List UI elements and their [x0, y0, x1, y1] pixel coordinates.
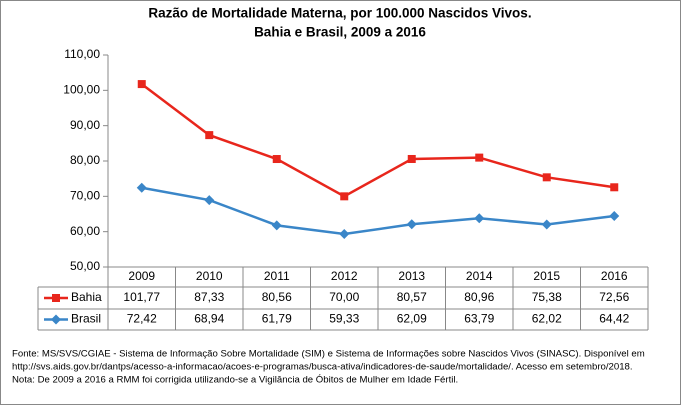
table-value: 75,38	[532, 290, 562, 304]
marker	[407, 154, 416, 163]
marker	[136, 182, 147, 193]
table-value: 59,33	[329, 312, 359, 326]
x-tick-label: 2013	[398, 269, 425, 283]
x-tick-label: 2009	[128, 269, 155, 283]
table-value: 87,33	[194, 290, 224, 304]
x-tick-label: 2016	[601, 269, 628, 283]
x-tick-label: 2014	[466, 269, 493, 283]
marker	[272, 155, 281, 164]
table-value: 80,96	[464, 290, 494, 304]
y-tick-label: 60,00	[70, 224, 100, 238]
marker	[204, 195, 215, 206]
table-value: 61,79	[262, 312, 292, 326]
table-value: 64,42	[599, 312, 629, 326]
marker	[340, 192, 349, 201]
table-value: 70,00	[329, 290, 359, 304]
y-tick-label: 50,00	[70, 259, 100, 273]
marker	[137, 80, 146, 89]
marker	[271, 220, 282, 231]
x-tick-label: 2015	[533, 269, 560, 283]
marker	[475, 153, 484, 162]
x-tick-label: 2011	[264, 269, 290, 283]
marker	[610, 183, 619, 192]
series-line	[140, 83, 615, 198]
source-note: Nota: De 2009 a 2016 a RMM foi corrigida…	[12, 375, 458, 386]
marker	[205, 131, 214, 140]
marker	[609, 211, 620, 222]
table-value: 68,94	[194, 312, 224, 326]
legend-marker	[51, 314, 61, 325]
table-value: 72,42	[127, 312, 157, 326]
table-value: 62,09	[397, 312, 427, 326]
y-tick-label: 80,00	[70, 153, 100, 167]
y-tick-label: 70,00	[70, 189, 100, 203]
x-tick-label: 2012	[331, 269, 358, 283]
chart-subtitle: Bahia e Brasil, 2009 a 2016	[254, 25, 426, 40]
x-tick-label: 2010	[196, 269, 223, 283]
table-value: 80,57	[397, 290, 427, 304]
source-note: Fonte: MS/SVS/CGIAE - Sistema de Informa…	[12, 349, 645, 360]
table-value: 72,56	[599, 290, 629, 304]
table-value: 62,02	[532, 312, 562, 326]
y-tick-label: 90,00	[70, 118, 100, 132]
marker	[541, 219, 552, 230]
legend-marker	[52, 294, 60, 302]
y-tick-label: 100,00	[63, 83, 100, 97]
y-tick-label: 110,00	[64, 47, 100, 61]
legend-label: Bahia	[71, 290, 102, 304]
marker	[542, 173, 551, 182]
table-value: 63,79	[464, 312, 494, 326]
marker	[406, 219, 417, 230]
marker	[474, 213, 485, 224]
table-value: 101,77	[123, 290, 160, 304]
marker	[339, 229, 350, 240]
series-line	[141, 186, 615, 236]
table-value: 80,56	[262, 290, 292, 304]
legend-label: Brasil	[71, 312, 101, 326]
chart-title: Razão de Mortalidade Materna, por 100.00…	[148, 6, 531, 21]
source-note: http://svs.aids.gov.br/dantps/acesso-a-i…	[12, 362, 633, 373]
